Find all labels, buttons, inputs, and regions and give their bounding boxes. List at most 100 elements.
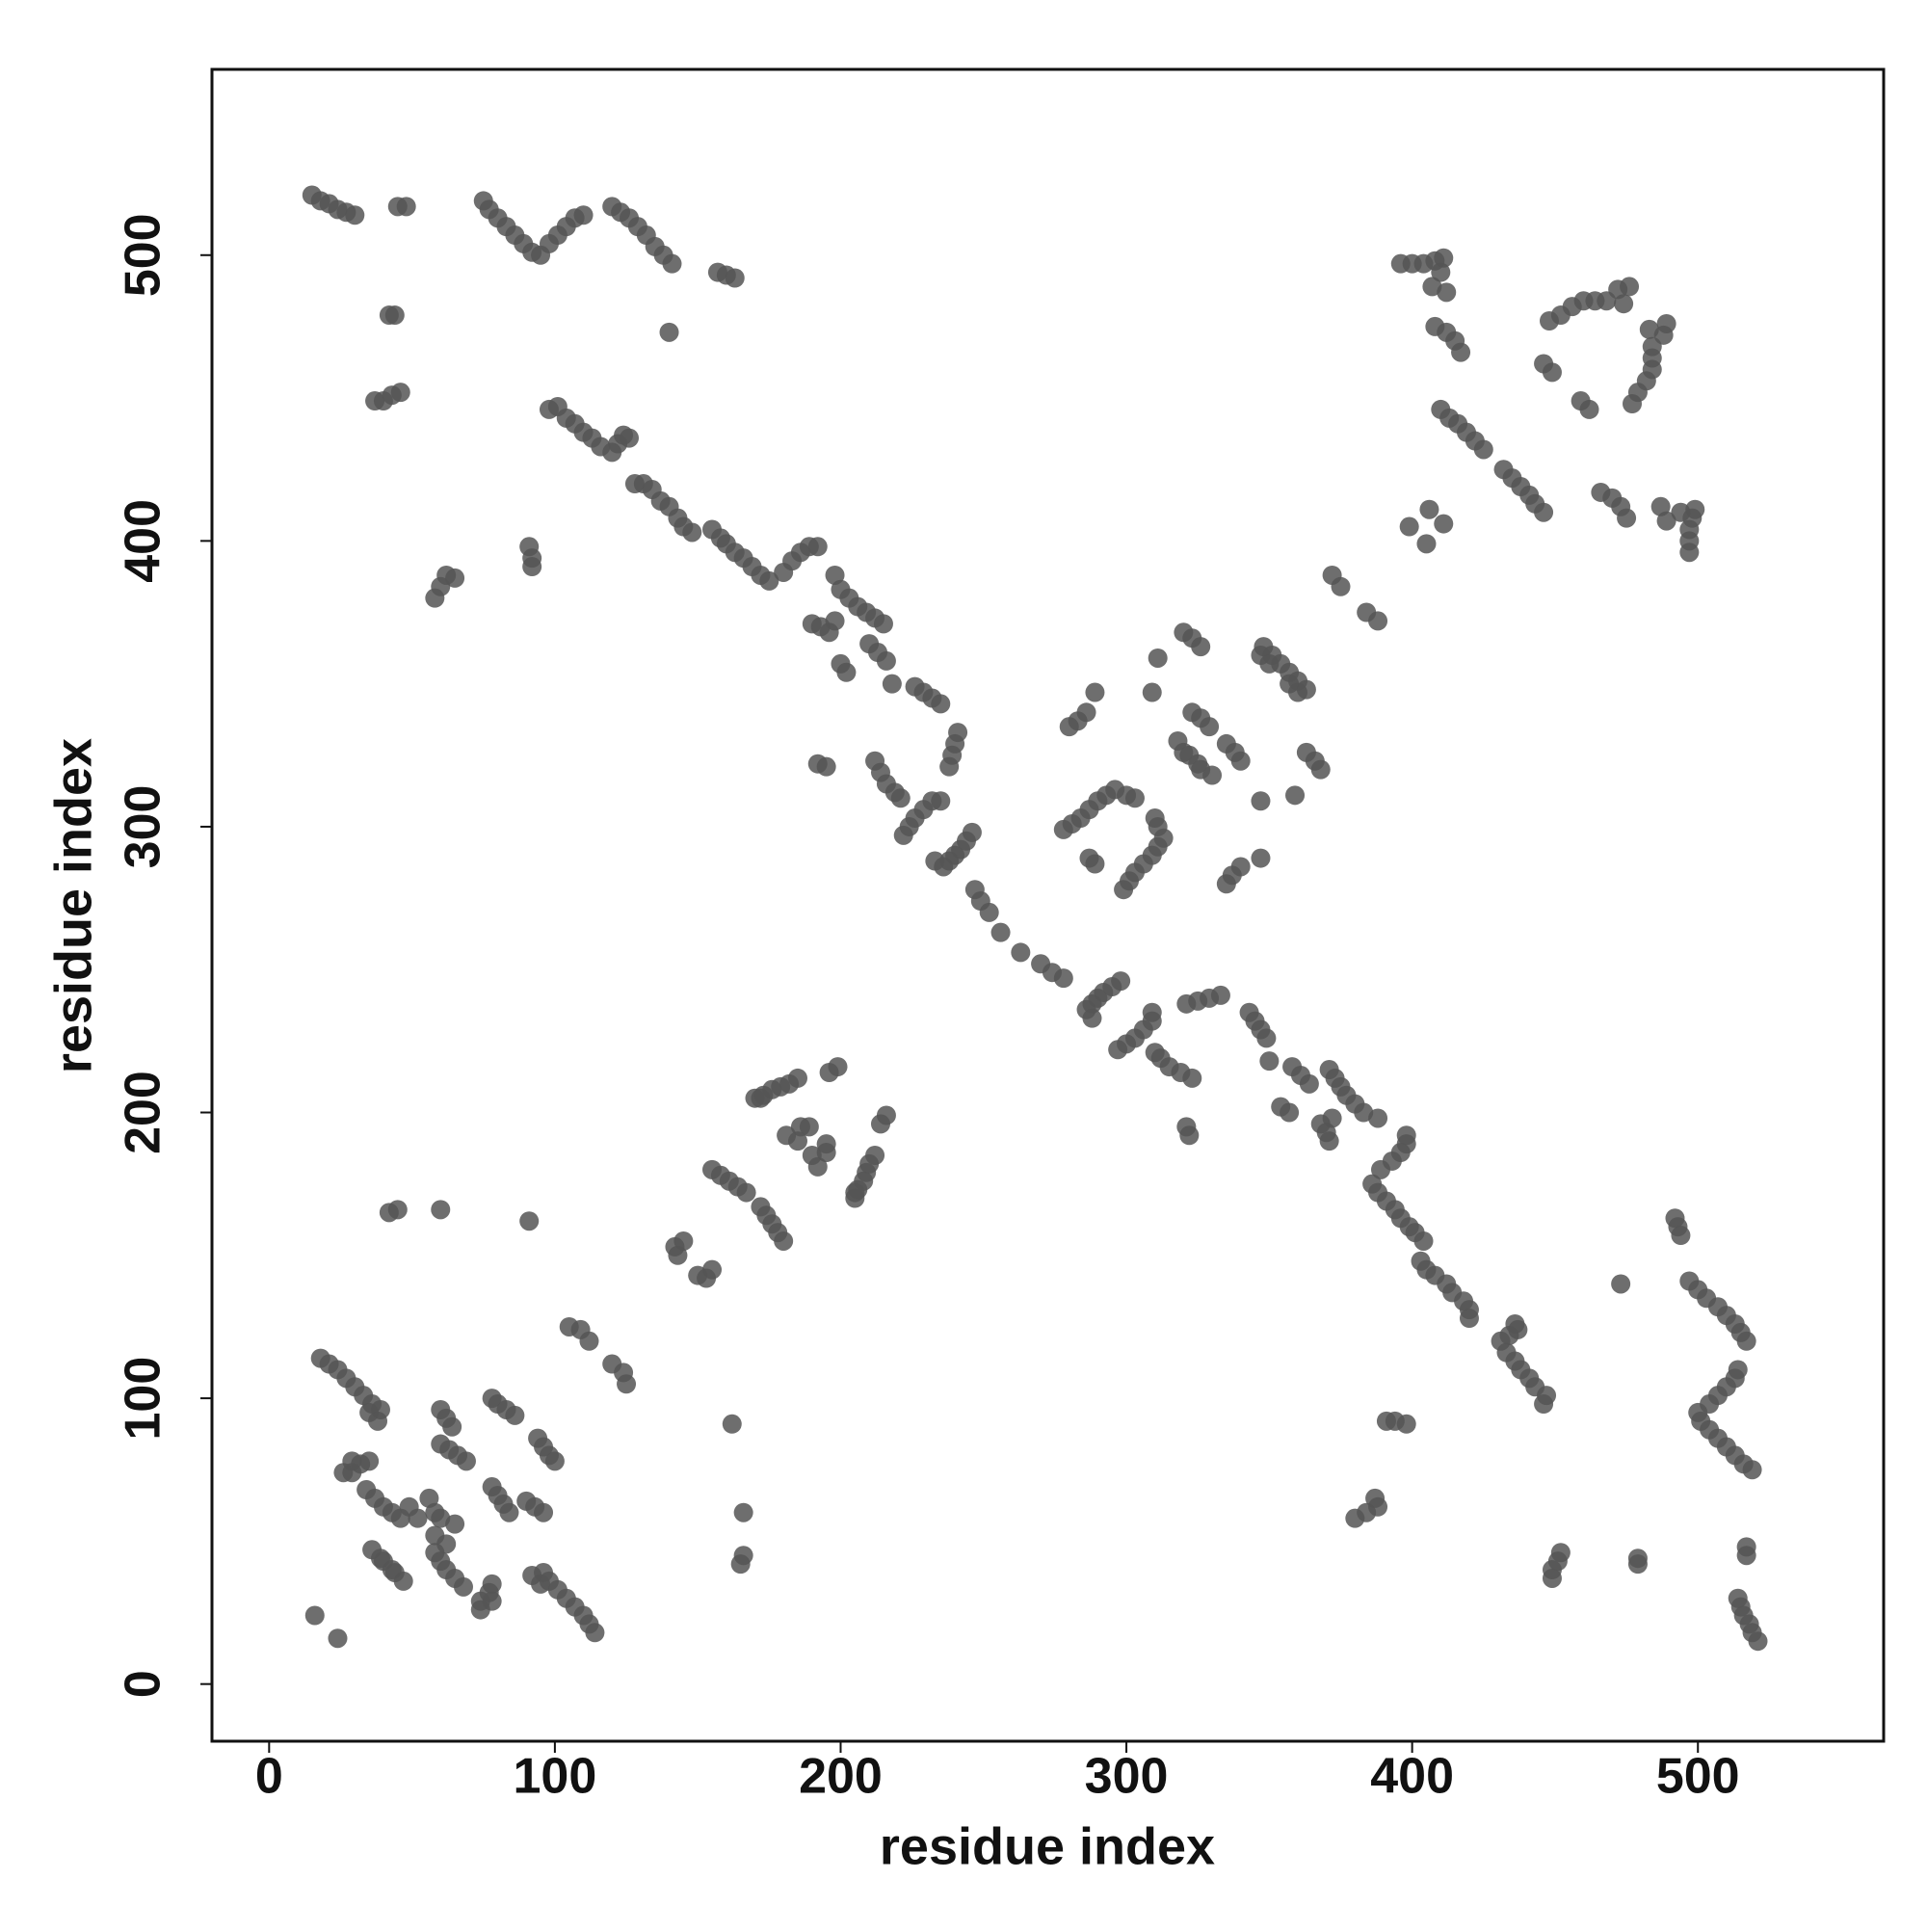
point — [845, 1182, 865, 1203]
point — [1728, 1588, 1748, 1608]
point — [1376, 1411, 1396, 1431]
point — [736, 1182, 756, 1203]
point — [807, 1156, 828, 1177]
point — [1319, 1060, 1339, 1080]
point — [482, 1477, 502, 1497]
point — [1365, 1488, 1386, 1508]
point — [1145, 808, 1165, 829]
point — [948, 723, 968, 743]
point — [359, 1451, 380, 1471]
point — [579, 1331, 599, 1351]
point — [816, 1134, 836, 1154]
point — [1416, 534, 1437, 554]
point — [1191, 759, 1211, 780]
point — [456, 1451, 476, 1471]
point — [1251, 645, 1271, 665]
point — [1076, 702, 1096, 723]
point — [1280, 662, 1300, 682]
y-tick-label: 400 — [116, 499, 172, 583]
point — [1216, 733, 1236, 754]
point — [482, 1574, 502, 1594]
point — [807, 537, 828, 557]
point — [1251, 791, 1271, 811]
point — [304, 1605, 325, 1626]
point — [1011, 942, 1031, 963]
point — [1591, 482, 1611, 502]
point — [328, 1628, 348, 1649]
point — [382, 1560, 402, 1580]
point — [939, 756, 960, 777]
point — [1627, 1548, 1648, 1569]
point — [1282, 1057, 1303, 1077]
point — [662, 253, 682, 274]
point — [1736, 1537, 1756, 1557]
point — [825, 611, 845, 631]
point — [345, 205, 365, 225]
point — [1142, 682, 1162, 702]
point — [1639, 319, 1659, 339]
point — [531, 1574, 551, 1594]
point — [482, 1591, 502, 1611]
point — [1191, 637, 1211, 657]
point — [1611, 1274, 1631, 1294]
point — [573, 205, 594, 225]
point — [387, 1200, 408, 1220]
point — [1285, 785, 1306, 806]
x-tick-label: 400 — [1370, 1749, 1454, 1805]
point — [342, 1451, 362, 1471]
point — [384, 305, 405, 326]
x-axis-title: residue index — [880, 1817, 1215, 1875]
point — [425, 1525, 445, 1546]
point — [505, 1405, 525, 1425]
point — [799, 1117, 819, 1137]
plot-frame — [210, 67, 1886, 1743]
point — [1493, 460, 1514, 480]
point — [602, 1354, 622, 1374]
point — [873, 614, 893, 634]
point — [1728, 1360, 1748, 1380]
point — [431, 1508, 451, 1528]
point — [865, 1146, 885, 1166]
point — [876, 1105, 896, 1125]
point — [1550, 1543, 1571, 1563]
point — [1085, 682, 1105, 702]
point — [1111, 971, 1131, 992]
point — [733, 1546, 753, 1566]
point — [1085, 854, 1105, 874]
point — [408, 1508, 428, 1528]
point — [519, 1211, 540, 1231]
point — [1679, 1271, 1700, 1291]
point — [1685, 499, 1705, 519]
point — [1656, 313, 1676, 333]
y-axis-title: residue index — [44, 738, 102, 1073]
point — [682, 522, 702, 543]
point — [890, 788, 911, 808]
point — [1473, 439, 1493, 460]
point — [1148, 648, 1168, 668]
point — [979, 902, 999, 922]
point — [665, 1236, 685, 1257]
point — [751, 1088, 771, 1108]
point — [1437, 282, 1457, 303]
point — [1614, 294, 1634, 314]
point — [751, 1197, 771, 1217]
point — [1145, 1043, 1165, 1063]
point — [1399, 516, 1419, 537]
point — [722, 1414, 742, 1434]
x-tick-label: 300 — [1085, 1749, 1169, 1805]
point — [1251, 848, 1271, 868]
point — [1434, 248, 1454, 268]
point — [431, 1200, 451, 1220]
point — [759, 570, 779, 591]
point — [777, 1125, 797, 1146]
point — [787, 1068, 807, 1088]
point — [1571, 391, 1591, 411]
y-tick-label: 500 — [116, 213, 172, 297]
point — [1419, 499, 1439, 519]
point — [1434, 514, 1454, 534]
point — [1322, 1108, 1342, 1128]
x-tick-label: 100 — [514, 1749, 597, 1805]
point — [516, 1491, 537, 1511]
